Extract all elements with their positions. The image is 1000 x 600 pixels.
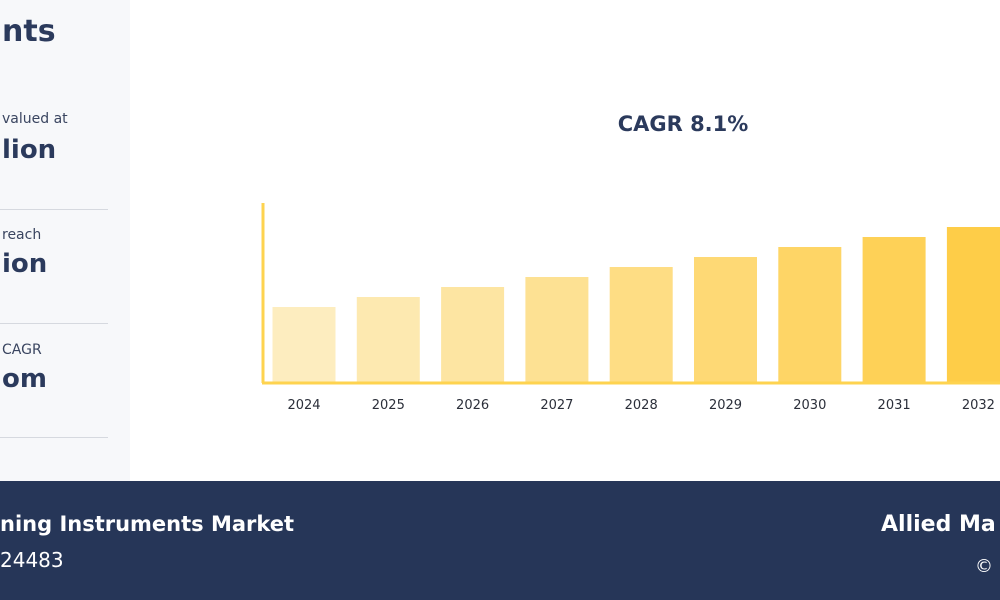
x-tick-label-2032: 2032 <box>962 398 995 413</box>
bar-2026 <box>441 287 505 383</box>
bar-chart: CAGR 8.1% 2024 2025 2026 2027 2028 2029 2030 20… <box>261 112 1000 413</box>
stat-divider <box>0 437 108 438</box>
x-tick-label-2028: 2028 <box>625 398 658 413</box>
x-tick-label-2030: 2030 <box>793 398 826 413</box>
stat-label-current: valued at <box>2 111 68 127</box>
stat-label-cagr: CAGR <box>2 342 42 358</box>
bar-2028 <box>609 267 673 383</box>
key-stats-panel: nts valued at lion reach ion CAGR om <box>0 0 130 481</box>
copyright-symbol: © <box>975 556 993 577</box>
stat-divider <box>0 323 108 324</box>
stat-divider <box>0 209 108 210</box>
footer-bar: ning Instruments Market 24483 Allied Ma … <box>0 481 1000 600</box>
x-tick-label-2026: 2026 <box>456 398 489 413</box>
x-tick-label-2029: 2029 <box>709 398 742 413</box>
x-tick-label-2024: 2024 <box>287 398 320 413</box>
x-axis-tick-labels: 2024 2025 2026 2027 2028 2029 2030 2031 2032 <box>287 398 994 413</box>
stat-value-forecast: ion <box>2 249 48 279</box>
bar-2029 <box>694 257 757 383</box>
brand-name: Allied Ma <box>881 512 996 537</box>
bar-2031 <box>862 237 926 383</box>
bar-2024 <box>272 307 336 383</box>
x-tick-label-2025: 2025 <box>372 398 405 413</box>
x-tick-label-2031: 2031 <box>878 398 911 413</box>
x-tick-label-2027: 2027 <box>540 398 573 413</box>
cagr-annotation: CAGR 8.1% <box>618 112 749 136</box>
report-card: nts valued at lion reach ion CAGR om CAG… <box>0 0 1000 481</box>
report-code: 24483 <box>0 548 64 572</box>
bar-2032 <box>946 227 1000 383</box>
bar-series <box>272 227 1000 383</box>
bar-2025 <box>356 297 420 383</box>
bar-2027 <box>525 277 589 383</box>
stat-value-cagr: om <box>2 364 47 394</box>
panel-title: nts <box>2 14 56 49</box>
report-title: ning Instruments Market <box>0 512 295 536</box>
stat-value-current: lion <box>2 135 57 165</box>
bar-2030 <box>778 247 842 383</box>
stat-label-forecast: reach <box>2 227 42 243</box>
